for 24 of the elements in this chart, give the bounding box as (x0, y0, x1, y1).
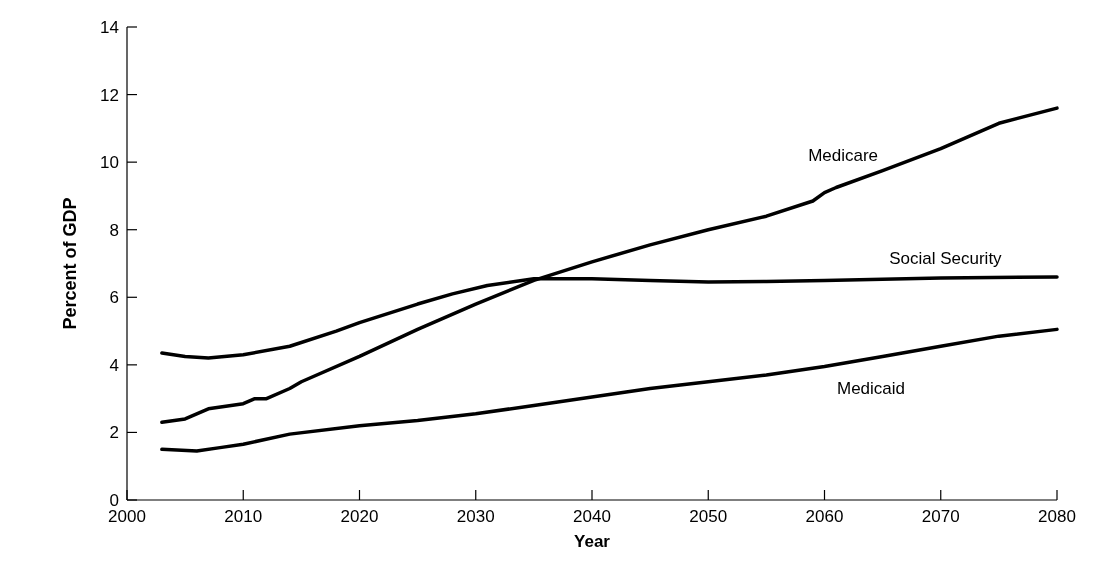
x-tick-label: 2050 (689, 507, 728, 526)
x-tick-label: 2020 (340, 507, 379, 526)
y-axis-title: Percent of GDP (60, 197, 80, 330)
y-tick-label: 6 (109, 288, 119, 308)
y-tick-label: 10 (100, 153, 119, 173)
y-tick-label: 14 (100, 17, 119, 37)
series-label: Social Security (889, 249, 1003, 269)
x-tick-label: 2070 (921, 507, 960, 526)
series-label: Medicare (808, 146, 879, 166)
y-tick-label: 8 (109, 220, 119, 240)
x-tick-label: 2040 (573, 507, 611, 526)
series-label: Medicaid (836, 379, 906, 399)
y-tick-label: 4 (109, 355, 119, 375)
y-tick-label: 2 (109, 423, 119, 443)
x-tick-label: 2010 (224, 507, 263, 526)
x-tick-label: 2000 (108, 507, 146, 526)
y-tick-label: 0 (109, 490, 119, 510)
x-tick-label: 2030 (456, 507, 495, 526)
line-series (160, 327, 1059, 453)
y-tick-label: 12 (100, 85, 119, 105)
x-tick-label: 2060 (805, 507, 844, 526)
x-axis-title: Year (574, 532, 611, 551)
x-tick-label: 2080 (1038, 507, 1076, 526)
line-series (160, 106, 1059, 425)
